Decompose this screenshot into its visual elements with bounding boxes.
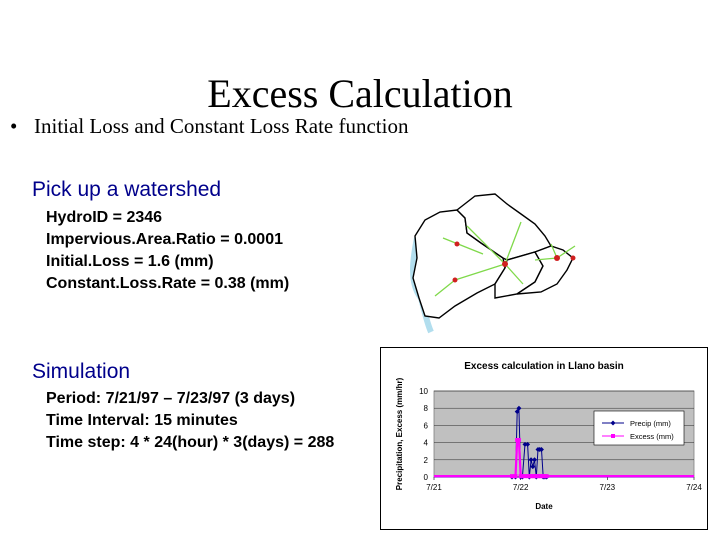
legend-label: Precip (mm) [630, 419, 671, 428]
data-point [520, 474, 525, 479]
legend-marker [610, 420, 616, 426]
bullet-dot: • [10, 114, 18, 138]
y-axis-ticks: 0 2 4 6 8 10 [419, 387, 428, 482]
legend: Precip (mm) Excess (mm) [593, 410, 685, 446]
watershed-heading: Pick up a watershed [32, 178, 222, 201]
param-line: HydroID = 2346 [46, 209, 163, 226]
data-point [528, 457, 534, 463]
excess-chart: Excess calculation in Llano basin 0 2 4 6 8 1… [380, 347, 708, 530]
y-tick-label: 10 [419, 387, 428, 396]
simulation-params: Period: 7/21/97 – 7/23/97 (3 days) Time … [46, 388, 334, 454]
watershed-map [410, 193, 576, 334]
data-point [530, 464, 536, 470]
y-tick-label: 2 [424, 456, 429, 465]
outlet-points [452, 241, 576, 283]
data-point [516, 438, 521, 443]
y-tick-label: 4 [424, 439, 429, 448]
y-tick-label: 8 [424, 404, 429, 413]
data-point [522, 441, 528, 447]
data-point [510, 474, 514, 479]
sim-line: Time step: 4 * 24(hour) * 3(days) = 288 [46, 434, 335, 451]
x-tick-label: 7/22 [513, 483, 529, 492]
legend-label: Excess (mm) [630, 432, 674, 441]
watershed-params: HydroID = 2346 Impervious.Area.Ratio = 0… [46, 207, 289, 295]
data-point [544, 474, 549, 479]
x-tick-label: 7/21 [426, 483, 442, 492]
data-point [513, 474, 518, 479]
param-line: Impervious.Area.Ratio = 0.0001 [46, 231, 283, 248]
data-point [525, 441, 531, 447]
param-line: Constant.Loss.Rate = 0.38 (mm) [46, 275, 290, 292]
series-layer [434, 405, 694, 480]
x-tick-label: 7/23 [600, 483, 616, 492]
data-point [523, 474, 527, 479]
x-tick-label: 7/24 [686, 483, 702, 492]
chart-title: Excess calculation in Llano basin [464, 361, 624, 372]
legend-marker [611, 434, 615, 438]
sim-line: Period: 7/21/97 – 7/23/97 (3 days) [46, 390, 296, 407]
slide-title: Excess Calculation [207, 71, 513, 116]
legend-box [593, 410, 685, 446]
simulation-heading: Simulation [32, 360, 131, 383]
sim-line: Time Interval: 15 minutes [46, 412, 238, 429]
bullet-text: Initial Loss and Constant Loss Rate func… [34, 114, 409, 138]
data-point [514, 409, 520, 415]
param-line: Initial.Loss = 1.6 (mm) [46, 253, 214, 270]
y-axis-label: Precipitation, Excess (mm/hr) [395, 377, 404, 490]
slide-bullet: • Initial Loss and Constant Loss Rate fun… [10, 114, 408, 139]
y-tick-label: 6 [424, 421, 429, 430]
x-axis-label: Date [535, 502, 553, 511]
data-point [516, 405, 522, 411]
y-tick-label: 0 [424, 473, 429, 482]
data-point [538, 446, 544, 452]
data-point [532, 457, 538, 463]
